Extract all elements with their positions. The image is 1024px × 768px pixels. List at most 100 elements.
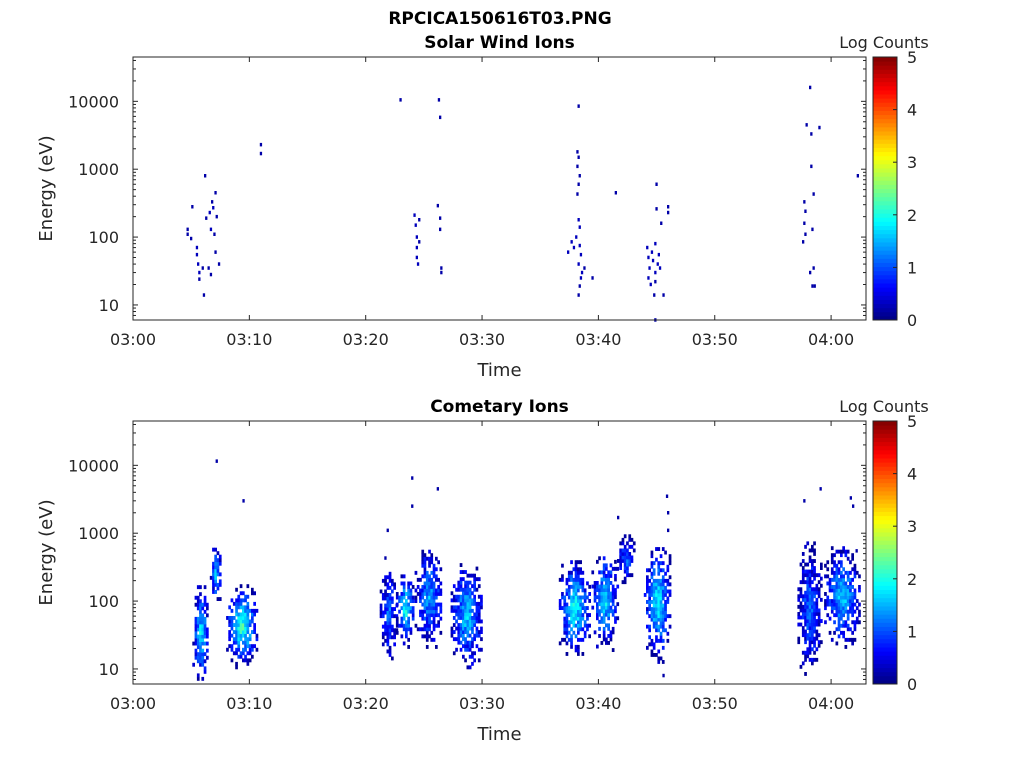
cometary-heatmap-cell [835, 606, 839, 611]
cometary-heatmap-cell [828, 616, 832, 621]
cometary-heatmap-cell [581, 606, 585, 610]
solar-wind-heatmap-cell [198, 270, 201, 275]
cometary-heatmap-cell [400, 592, 404, 596]
cometary-heatmap-cell [837, 623, 841, 628]
cometary-heatmap-cell [450, 608, 454, 613]
cometary-heatmap-cell [614, 574, 617, 578]
cometary-heatmap-cell [602, 605, 606, 610]
cometary-heatmap-cell [811, 566, 814, 570]
solar-wind-colorbar-segment [873, 217, 897, 222]
cometary-y-tick-label: 10000 [68, 456, 119, 475]
cometary-heatmap-cell [468, 605, 472, 610]
cometary-heatmap-cell [565, 623, 569, 628]
solar-wind-colorbar-segment [873, 188, 897, 194]
cometary-heatmap-cell [477, 630, 481, 634]
cometary-heatmap-cell [804, 580, 807, 585]
cometary-heatmap-cell [466, 633, 470, 638]
cometary-heatmap-cell [384, 610, 387, 615]
cometary-heatmap-cell [842, 634, 845, 639]
cometary-heatmap-cell [661, 621, 665, 626]
cometary-heatmap-cell [230, 658, 234, 663]
cometary-heatmap-cell [196, 673, 200, 678]
cometary-heatmap-cell [804, 654, 807, 659]
cometary-heatmap-cell [201, 662, 205, 667]
cometary-heatmap-cell [668, 614, 672, 619]
cometary-heatmap-cell [655, 547, 658, 551]
solar-wind-heatmap-cell [436, 203, 439, 208]
cometary-heatmap-cell [471, 616, 474, 620]
cometary-heatmap-cell [574, 567, 578, 572]
cometary-heatmap-cell [666, 631, 670, 636]
cometary-heatmap-cell [581, 637, 585, 642]
cometary-heatmap-cell [830, 556, 834, 561]
cometary-heatmap-cell [609, 598, 613, 603]
cometary-heatmap-cell [237, 633, 241, 638]
cometary-heatmap-cell [386, 628, 390, 633]
cometary-heatmap-cell [648, 568, 651, 573]
cometary-heatmap-cell [591, 584, 595, 589]
cometary-heatmap-cell [648, 603, 651, 608]
cometary-heatmap-cell [194, 602, 198, 607]
solar-wind-x-tick-label: 03:20 [343, 330, 389, 349]
cometary-heatmap-cell [826, 602, 830, 607]
cometary-heatmap-cell [577, 627, 580, 632]
cometary-colorbar-segment [873, 671, 897, 677]
cometary-heatmap-cell [464, 594, 467, 599]
cometary-heatmap-cell [464, 570, 467, 574]
cometary-heatmap-cell [835, 641, 839, 646]
cometary-heatmap-cell [652, 614, 656, 619]
cometary-heatmap-cell [400, 574, 404, 579]
cometary-colorbar-tick-label: 2 [907, 570, 917, 589]
cometary-heatmap-cell [246, 608, 250, 613]
cometary-heatmap-cell [471, 591, 474, 596]
cometary-heatmap-cell [577, 577, 580, 582]
cometary-heatmap-cell [199, 634, 202, 639]
solar-wind-colorbar-segment [873, 229, 897, 235]
solar-wind-heatmap-cell [191, 205, 194, 209]
cometary-heatmap-cell [563, 595, 567, 600]
cometary-heatmap-cell [244, 647, 247, 652]
cometary-heatmap-cell [808, 626, 812, 630]
cometary-heatmap-cell [813, 608, 816, 613]
cometary-heatmap-cell [808, 604, 812, 609]
cometary-heatmap-cell [579, 577, 582, 582]
cometary-heatmap-cell [851, 641, 854, 646]
cometary-heatmap-cell [405, 602, 408, 607]
cometary-heatmap-cell [237, 626, 241, 631]
cometary-heatmap-cell [237, 640, 241, 645]
cometary-heatmap-cell [242, 658, 245, 663]
cometary-heatmap-cell [407, 609, 410, 614]
cometary-heatmap-cell [196, 627, 200, 632]
cometary-heatmap-cell [804, 657, 807, 662]
cometary-heatmap-cell [216, 565, 220, 570]
cometary-colorbar-segment [873, 478, 897, 484]
cometary-heatmap-cell [407, 595, 410, 600]
cometary-heatmap-cell [808, 615, 812, 620]
solar-wind-colorbar-segment [873, 155, 897, 161]
cometary-heatmap-cell [206, 634, 209, 639]
cometary-heatmap-cell [421, 592, 425, 596]
solar-wind-colorbar-segment [873, 192, 897, 198]
cometary-heatmap-cell [196, 641, 200, 646]
cometary-heatmap-cell [251, 630, 254, 634]
cometary-heatmap-cell [614, 588, 617, 592]
cometary-heatmap-cell [797, 640, 801, 645]
solar-wind-heatmap-cell [418, 240, 421, 244]
cometary-heatmap-cell [614, 609, 617, 614]
cometary-heatmap-cell [830, 599, 834, 603]
cometary-heatmap-cell [808, 587, 812, 592]
cometary-heatmap-cell [626, 548, 629, 553]
cometary-heatmap-cell [602, 584, 606, 589]
cometary-heatmap-cell [614, 605, 617, 610]
cometary-heatmap-cell [409, 609, 413, 614]
cometary-heatmap-cell [421, 574, 425, 579]
cometary-heatmap-cell [402, 581, 406, 586]
cometary-heatmap-cell [586, 613, 589, 617]
cometary-heatmap-cell [251, 608, 254, 613]
solar-wind-heatmap-cell [577, 182, 580, 186]
cometary-heatmap-cell [572, 620, 576, 625]
cometary-heatmap-cell [572, 581, 576, 586]
cometary-heatmap-cell [572, 613, 576, 617]
cometary-heatmap-cell [621, 552, 625, 556]
cometary-heatmap-cell [574, 644, 578, 649]
